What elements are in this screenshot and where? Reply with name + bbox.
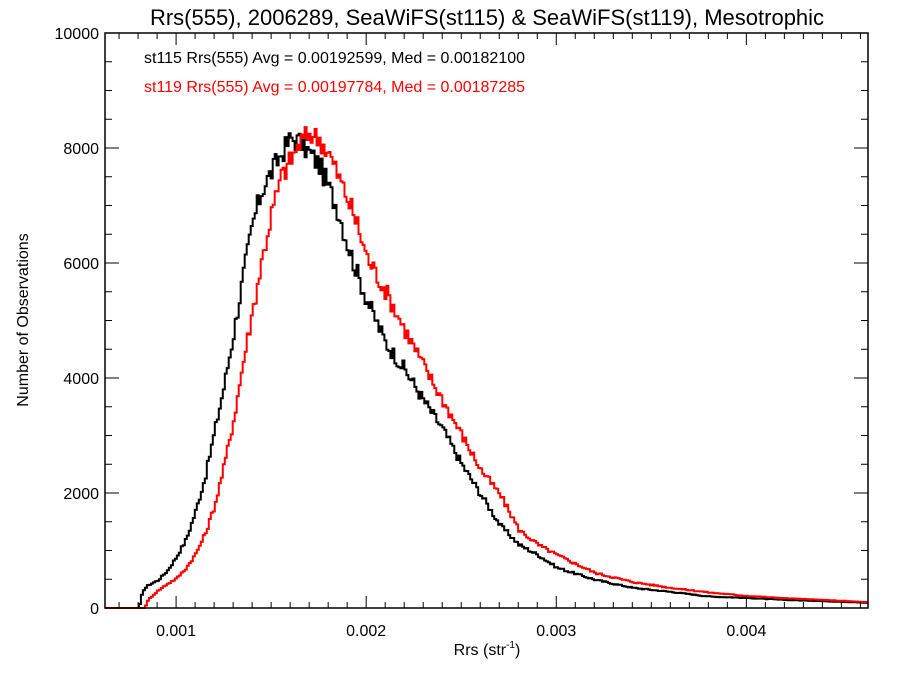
ticks-layer: 0.001 0.002 0.003 0.004 0 2000 4000 6000 8000 100… <box>55 26 868 640</box>
x-axis-label-sup: -1 <box>506 640 515 651</box>
x-tick-label: 0.002 <box>346 623 386 640</box>
x-tick-label: 0.003 <box>536 623 576 640</box>
x-axis-label-suffix: ) <box>515 642 520 659</box>
y-axis-label: Number of Observations <box>15 233 32 406</box>
x-tick-label: 0.004 <box>726 623 766 640</box>
series-layer <box>105 126 869 609</box>
annotation-st115: st115 Rrs(555) Avg = 0.00192599, Med = 0… <box>144 50 525 67</box>
annotation-st119: st119 Rrs(555) Avg = 0.00197784, Med = 0… <box>144 79 525 96</box>
series-st119 <box>105 126 869 609</box>
y-tick-label: 8000 <box>63 141 99 158</box>
y-tick-label: 4000 <box>63 371 99 388</box>
y-tick-label: 2000 <box>63 486 99 503</box>
y-tick-label: 10000 <box>55 26 100 43</box>
y-tick-label: 0 <box>90 601 99 618</box>
x-axis-label-main: Rrs (str <box>454 642 507 659</box>
series-st115 <box>105 132 869 609</box>
chart-title: Rrs(555), 2006289, SeaWiFS(st115) & SeaW… <box>150 5 824 30</box>
x-tick-label: 0.001 <box>156 623 196 640</box>
plot-frame <box>104 32 869 609</box>
y-tick-label: 6000 <box>63 256 99 273</box>
x-axis-label: Rrs (str-1) <box>454 640 521 659</box>
